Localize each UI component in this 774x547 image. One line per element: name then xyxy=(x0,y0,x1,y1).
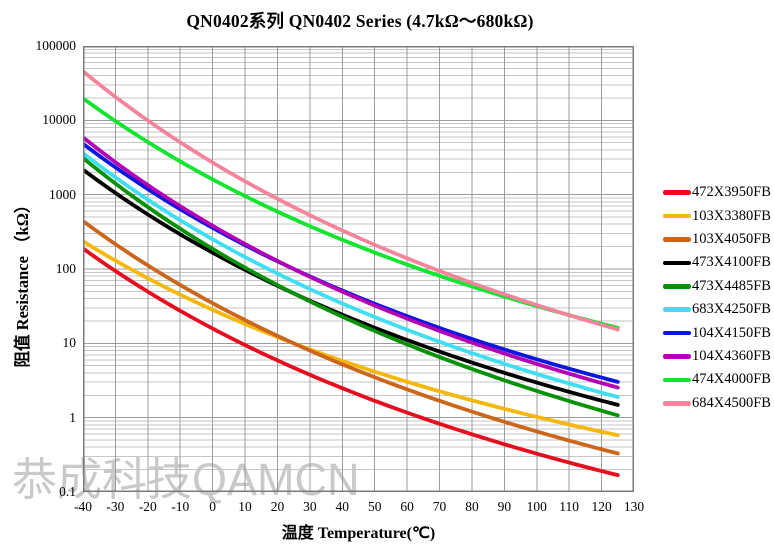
legend-item-label: 103X3380FB xyxy=(692,207,771,224)
legend-item: 104X4360FB xyxy=(663,345,771,368)
y-axis-tick-label: 1 xyxy=(69,409,76,425)
x-axis-tick-label: 110 xyxy=(559,499,580,514)
legend-swatch xyxy=(663,190,691,195)
x-axis-tick-label: 70 xyxy=(432,499,447,514)
y-axis-tick-label: 0.1 xyxy=(59,484,76,499)
curve-103X4050FB xyxy=(83,219,620,456)
legend-swatch xyxy=(663,260,691,266)
legend-swatch xyxy=(663,283,691,289)
legend-item-label: 473X4100FB xyxy=(692,254,771,271)
curve-104X4360FB xyxy=(83,135,620,390)
legend-swatch xyxy=(663,213,691,219)
legend-item: 104X4150FB xyxy=(663,321,771,344)
x-axis-title: 温度 Temperature(℃) xyxy=(281,525,436,542)
x-axis-tick-label: -20 xyxy=(138,499,157,514)
legend-item: 683X4250FB xyxy=(663,298,771,321)
y-axis-tick-label: 1000 xyxy=(49,186,76,202)
x-axis-tick-label: 20 xyxy=(270,499,285,514)
x-axis-tick-label: -10 xyxy=(171,499,190,514)
legend-item-label: 474X4000FB xyxy=(692,371,771,388)
y-axis-tick-label: 10 xyxy=(62,335,77,351)
legend-item-label: 104X4150FB xyxy=(692,324,771,341)
x-axis-tick-label: 50 xyxy=(367,499,382,514)
x-axis-tick-label: 10 xyxy=(238,499,252,514)
x-axis-tick-label: 60 xyxy=(400,499,414,514)
y-axis-tick-label: 100000 xyxy=(35,38,77,53)
y-axis-tick-label: 10000 xyxy=(42,112,76,128)
legend-item-label: 684X4500FB xyxy=(692,394,771,411)
legend-swatch xyxy=(663,400,691,406)
legend-item: 474X4000FB xyxy=(663,368,771,391)
chart-legend: 472X3950FB 103X3380FB 103X4050FB 473X4100FB… xyxy=(663,181,771,415)
x-axis-tick-label: 0 xyxy=(209,499,217,514)
legend-item-label: 473X4485FB xyxy=(692,277,771,294)
x-axis-tick-label: 80 xyxy=(465,499,479,514)
chart-plot-area xyxy=(83,46,634,492)
chart-title: QN0402系列 QN0402 Series (4.7kΩ～680kΩ) xyxy=(186,11,534,31)
x-axis-tick-label: 130 xyxy=(623,499,645,514)
curve-103X3380FB xyxy=(83,239,620,438)
watermark-text: 恭成科技QAMCN xyxy=(12,454,360,505)
legend-swatch xyxy=(663,377,691,383)
legend-swatch xyxy=(663,237,691,242)
legend-item: 472X3950FB xyxy=(663,181,771,204)
legend-item-label: 104X4360FB xyxy=(692,347,771,364)
legend-swatch xyxy=(663,307,691,312)
legend-item: 473X4100FB xyxy=(663,251,771,274)
x-axis-tick-label: 120 xyxy=(591,499,612,514)
x-axis-tick-label: 90 xyxy=(497,499,512,514)
x-axis-tick-label: 30 xyxy=(303,499,317,514)
legend-item: 684X4500FB xyxy=(663,392,771,415)
legend-item: 473X4485FB xyxy=(663,275,771,298)
legend-swatch xyxy=(663,354,691,359)
curve-684X4500FB xyxy=(83,69,620,332)
legend-item-label: 103X4050FB xyxy=(692,230,771,247)
curve-473X4100FB xyxy=(83,167,620,407)
x-axis-tick-label: -40 xyxy=(74,499,92,514)
curve-472X3950FB xyxy=(83,246,620,478)
legend-item-label: 683X4250FB xyxy=(692,301,771,318)
curve-104X4150FB xyxy=(83,141,620,384)
y-axis-tick-label: 100 xyxy=(55,261,76,276)
legend-item: 103X4050FB xyxy=(663,228,771,251)
chart-svg xyxy=(83,46,634,492)
legend-swatch xyxy=(663,330,691,336)
x-axis-tick-label: 40 xyxy=(335,499,350,514)
x-axis-tick-label: 100 xyxy=(526,499,547,514)
curve-473X4485FB xyxy=(83,156,620,418)
legend-item: 103X3380FB xyxy=(663,204,771,227)
plot-frame xyxy=(83,46,634,492)
curve-683X4250FB xyxy=(83,151,620,399)
legend-item-label: 472X3950FB xyxy=(692,184,771,201)
x-axis-tick-label: -30 xyxy=(106,499,125,514)
